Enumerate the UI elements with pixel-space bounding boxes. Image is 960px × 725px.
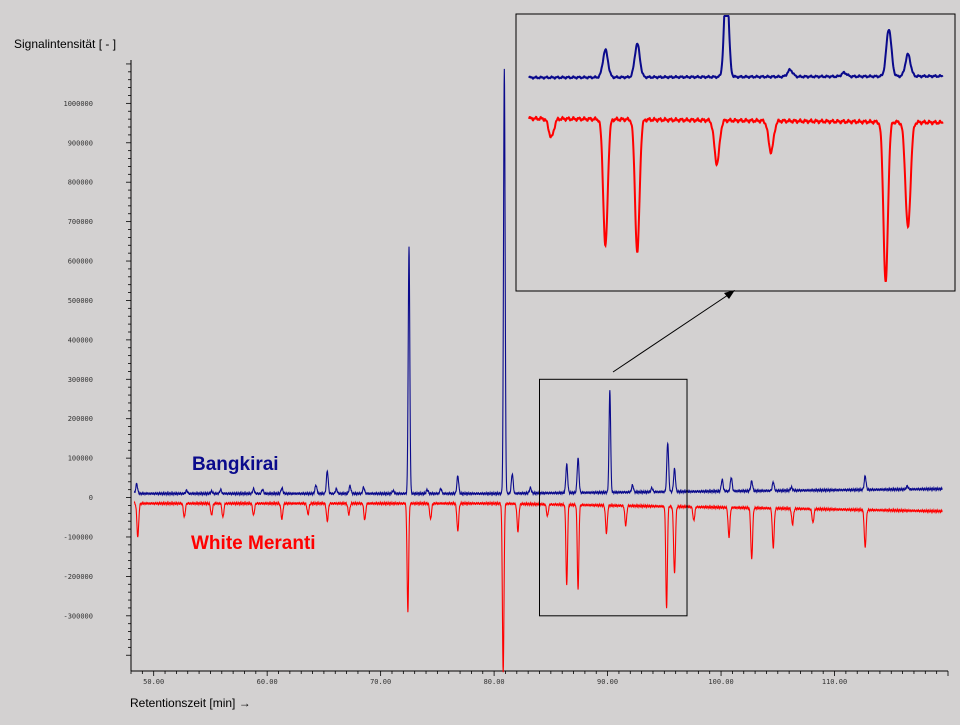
x-axis-ticks: 50.00 60.00 70.00 80.00 90.00 100.00 110.00 bbox=[130, 671, 949, 686]
zoom-inset bbox=[515, 13, 956, 617]
zoom-region-box bbox=[539, 378, 688, 617]
x-tick-label: 90.00 bbox=[597, 678, 618, 686]
y-tick-label: 400000 bbox=[68, 336, 93, 344]
y-axis-title: Signalintensität [ - ] bbox=[14, 37, 116, 51]
inset-series-line-bangkirai bbox=[528, 15, 944, 80]
zoom-connector-line bbox=[612, 292, 732, 373]
y-axis-ticks: 1000000900000800000700000600000500000400… bbox=[63, 63, 131, 656]
y-tick-label: 800000 bbox=[68, 179, 93, 187]
series-line-white-meranti bbox=[133, 500, 943, 673]
x-tick-label: 50.00 bbox=[143, 678, 164, 686]
y-tick-label: -100000 bbox=[63, 533, 93, 541]
y-tick-label: 300000 bbox=[68, 376, 93, 384]
y-tick-label: 500000 bbox=[68, 297, 93, 305]
y-tick-label: 600000 bbox=[68, 258, 93, 266]
inset-series-line-white-meranti bbox=[528, 115, 944, 283]
inset-panel bbox=[515, 13, 956, 292]
x-tick-label: 80.00 bbox=[484, 678, 505, 686]
y-tick-label: 1000000 bbox=[63, 100, 93, 108]
y-tick-label: 100000 bbox=[68, 455, 93, 463]
y-tick-label: -200000 bbox=[63, 573, 93, 581]
x-tick-label: 110.00 bbox=[822, 678, 847, 686]
x-tick-label: 60.00 bbox=[257, 678, 278, 686]
x-tick-label: 100.00 bbox=[708, 678, 733, 686]
y-tick-label: 200000 bbox=[68, 415, 93, 423]
series-label-bangkirai: Bangkirai bbox=[192, 454, 279, 475]
zoom-connector-arrowhead bbox=[724, 290, 735, 299]
x-tick-label: 70.00 bbox=[370, 678, 391, 686]
series-lines bbox=[133, 68, 943, 673]
x-axis-title: Retentionszeit [min] → bbox=[130, 696, 251, 710]
series-label-white-meranti: White Meranti bbox=[191, 533, 316, 554]
y-tick-label: 700000 bbox=[68, 218, 93, 226]
series-line-bangkirai bbox=[133, 68, 943, 497]
y-tick-label: 0 bbox=[89, 494, 93, 502]
y-tick-label: 900000 bbox=[68, 139, 93, 147]
y-tick-label: -300000 bbox=[63, 612, 93, 620]
